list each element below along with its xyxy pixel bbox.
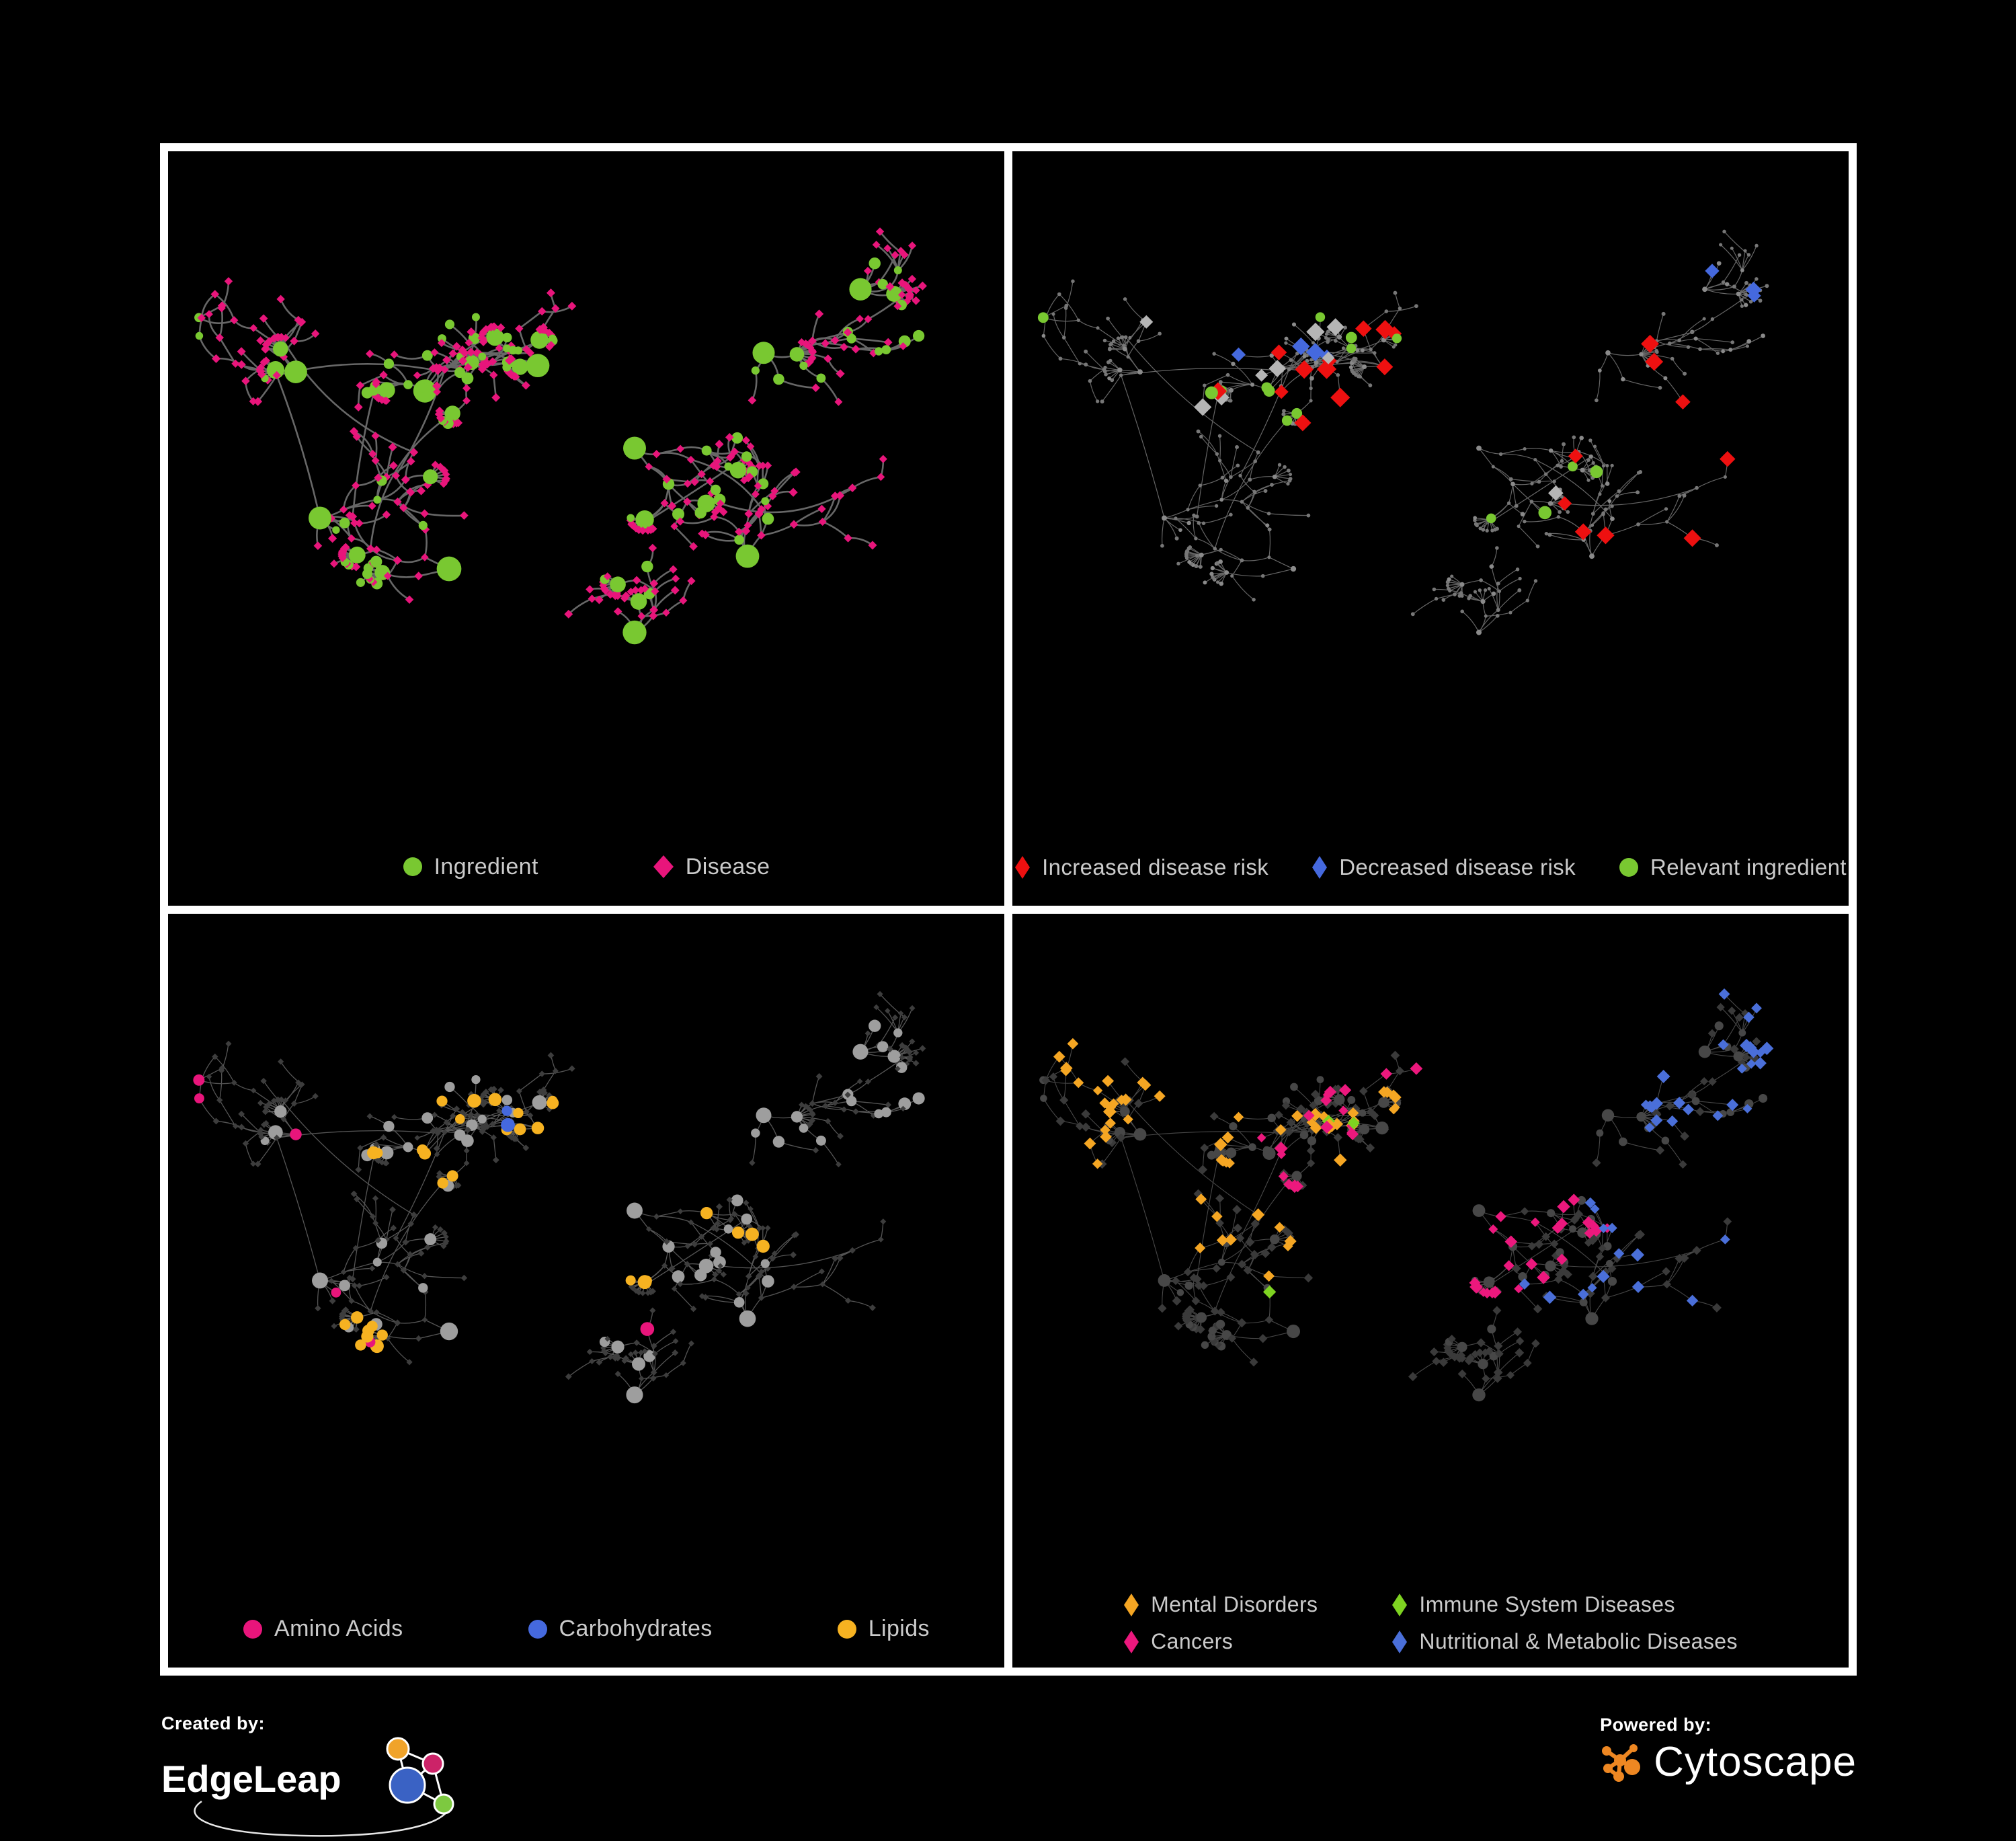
cytoscape-credit: Powered by: xyxy=(1600,1715,1857,1786)
legend-circle-icon xyxy=(837,1619,856,1639)
legend-item-immune-system-diseases: Immune System Diseases xyxy=(1392,1592,1737,1617)
legend-label: Immune System Diseases xyxy=(1419,1592,1675,1616)
panel-disease-risk: Increased disease risk Decreased disease … xyxy=(1012,151,1849,906)
legend-diamond-icon xyxy=(1392,1630,1408,1653)
legend-item-cancers: Cancers xyxy=(1123,1629,1318,1654)
legend-item-nutritional-metabolic-diseases: Nutritional & Metabolic Diseases xyxy=(1392,1629,1737,1654)
legend-diamond-icon xyxy=(1015,855,1031,879)
edgeleap-logo-text: EdgeLeap xyxy=(161,1758,341,1800)
legend-label: Relevant ingredient xyxy=(1650,854,1847,879)
ingredient-disease-legend: Ingredient Disease xyxy=(168,854,1004,880)
panel-ingredient-disease: Ingredient Disease xyxy=(168,151,1004,906)
legend-item-disease: Disease xyxy=(653,854,770,880)
nutrient-class-network-canvas xyxy=(193,990,926,1403)
panel-disease-category: Mental Disorders Immune System Diseases Ca… xyxy=(1012,913,1849,1668)
legend-label: Ingredient xyxy=(434,853,538,879)
edgeleap-credit: Created by: EdgeLeap xyxy=(161,1713,484,1841)
disease-risk-network-canvas xyxy=(1037,229,1769,635)
legend-label: Cancers xyxy=(1151,1629,1234,1653)
created-by-label: Created by: xyxy=(161,1713,266,1733)
legend-diamond-icon xyxy=(1124,1630,1139,1653)
figure-frame: Ingredient Disease Increased disease risk… xyxy=(160,143,1857,1676)
legend-diamond-icon xyxy=(1312,855,1328,879)
legend-label: Increased disease risk xyxy=(1042,854,1269,879)
disease-category-network-canvas xyxy=(1039,988,1774,1401)
legend-item-relevant-ingredient: Relevant ingredient xyxy=(1619,855,1847,880)
disease-risk-legend: Increased disease risk Decreased disease … xyxy=(1012,855,1849,880)
edgeleap-logo-icon xyxy=(386,1737,454,1815)
nutrient-class-legend: Amino Acids Carbohydrates Lipids xyxy=(168,1616,1004,1642)
legend-label: Amino Acids xyxy=(274,1616,403,1641)
legend-item-carbohydrates: Carbohydrates xyxy=(528,1616,713,1642)
legend-item-mental-disorders: Mental Disorders xyxy=(1123,1592,1318,1617)
powered-by-label: Powered by: xyxy=(1600,1715,1712,1735)
legend-item-decreased-disease-risk: Decreased disease risk xyxy=(1312,855,1576,880)
disease-category-legend: Mental Disorders Immune System Diseases Ca… xyxy=(1012,1592,1849,1654)
legend-item-amino-acids: Amino Acids xyxy=(243,1616,403,1642)
legend-diamond-icon xyxy=(1392,1593,1408,1616)
legend-label: Disease xyxy=(685,853,770,879)
ingredient-disease-network-canvas xyxy=(194,227,927,645)
legend-circle-icon xyxy=(403,857,422,876)
panel-nutrient-class: Amino Acids Carbohydrates Lipids xyxy=(168,913,1004,1668)
legend-circle-icon xyxy=(528,1619,547,1639)
cytoscape-logo-icon xyxy=(1602,1744,1641,1782)
legend-circle-icon xyxy=(1619,857,1638,877)
legend-label: Decreased disease risk xyxy=(1339,854,1576,879)
legend-label: Carbohydrates xyxy=(559,1616,713,1641)
legend-label: Mental Disorders xyxy=(1151,1592,1318,1616)
edgeleap-logo: EdgeLeap xyxy=(161,1737,454,1837)
legend-item-lipids: Lipids xyxy=(837,1616,930,1642)
legend-label: Nutritional & Metabolic Diseases xyxy=(1419,1629,1738,1653)
cytoscape-logo-text: Cytoscape xyxy=(1654,1739,1857,1785)
legend-item-increased-disease-risk: Increased disease risk xyxy=(1014,855,1268,880)
legend-diamond-icon xyxy=(653,855,674,878)
legend-label: Lipids xyxy=(868,1616,930,1641)
legend-circle-icon xyxy=(243,1619,263,1639)
legend-item-ingredient: Ingredient xyxy=(403,854,538,880)
legend-diamond-icon xyxy=(1124,1593,1139,1616)
